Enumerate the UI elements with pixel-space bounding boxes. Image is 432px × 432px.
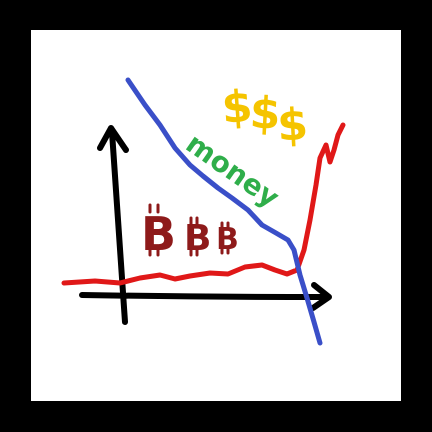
drawing-canvas	[31, 30, 401, 401]
dollar-sign-3: $	[276, 99, 309, 152]
x-axis-arrowhead	[310, 282, 332, 311]
x-axis-line	[79, 292, 328, 300]
y-axis-arrowhead	[97, 125, 129, 153]
dollar-sign-2: $	[249, 87, 282, 140]
blue-falling-line	[125, 77, 323, 346]
bitcoin-strokes	[148, 203, 230, 257]
dollar-sign-1: $	[220, 81, 254, 134]
red-rising-line	[61, 122, 346, 286]
